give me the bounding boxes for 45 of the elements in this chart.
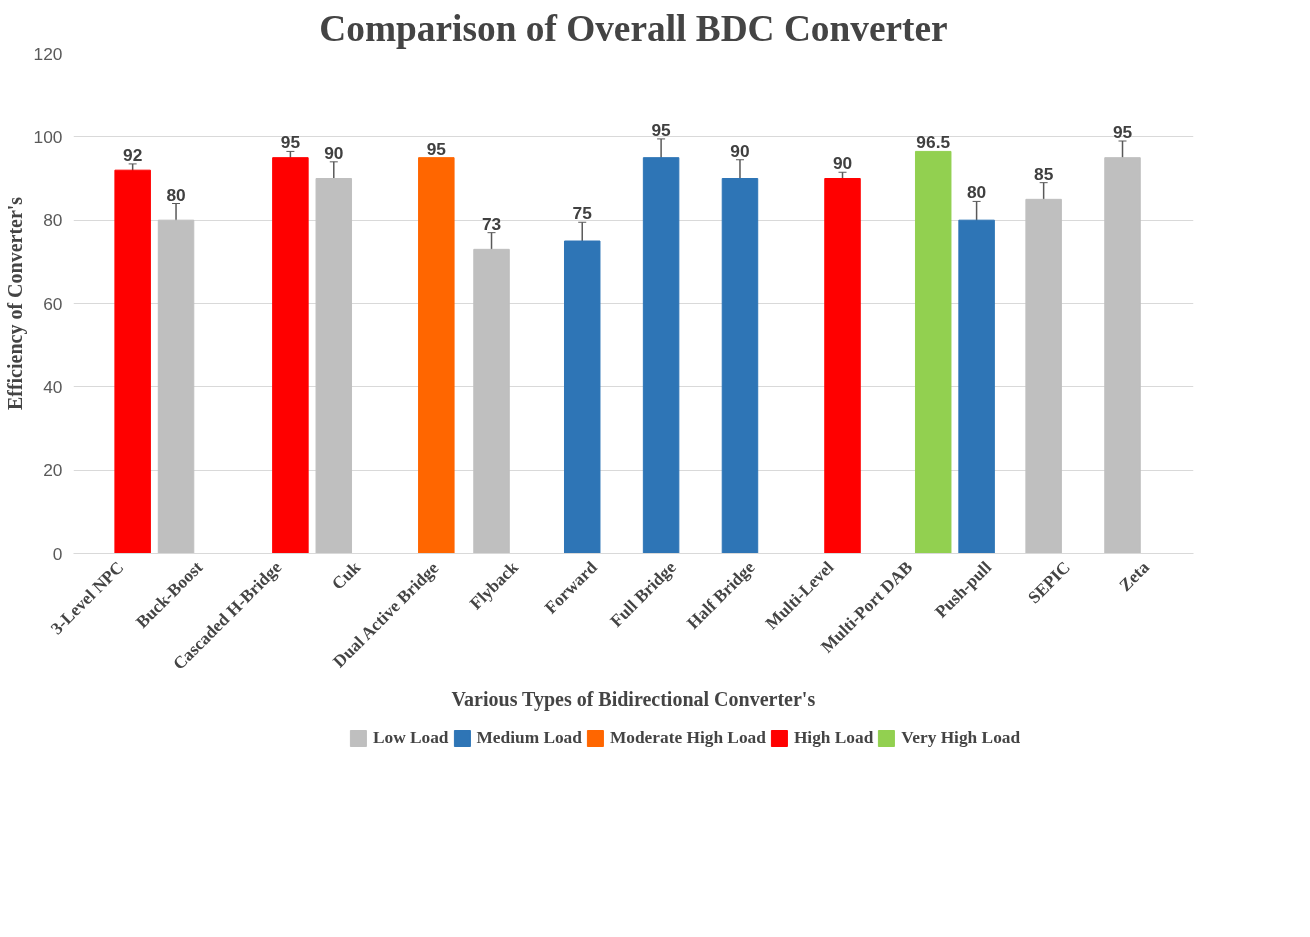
data-label: 85 [1034, 163, 1054, 184]
bar [721, 178, 759, 554]
bar [473, 248, 510, 554]
data-label: 90 [730, 140, 750, 161]
data-label: 80 [966, 182, 987, 203]
y-tick-label: 120 [33, 43, 63, 64]
legend-label: Moderate High Load [609, 728, 766, 748]
bar [824, 178, 861, 554]
x-tick-label: Zeta [1115, 557, 1154, 596]
bar [958, 219, 995, 554]
data-label: 75 [572, 203, 593, 224]
y-tick-label: 100 [33, 126, 63, 147]
y-tick-label: 80 [43, 210, 63, 231]
data-label: 90 [832, 153, 853, 174]
x-tick-label: Cuk [328, 557, 365, 594]
x-axis-title: Various Types of Bidirectional Converter's [451, 688, 816, 712]
y-axis-title: Efficiency of Converter's [3, 196, 27, 411]
data-label: 96.5 [916, 132, 951, 153]
bar [1025, 198, 1062, 554]
legend-label: High Load [793, 728, 874, 748]
bar [418, 157, 455, 554]
bar [914, 150, 952, 554]
y-tick-label: 0 [52, 543, 63, 564]
legend-label: Very High Load [901, 728, 1021, 748]
data-label: 95 [1112, 122, 1133, 142]
data-label: 73 [481, 213, 502, 234]
bar [315, 178, 353, 554]
bar [272, 157, 309, 554]
bar [563, 240, 601, 554]
legend-label: Medium Load [476, 728, 582, 748]
bar [157, 219, 195, 554]
bar [1104, 157, 1141, 554]
data-label: 80 [166, 184, 186, 205]
data-label: 95 [651, 119, 672, 140]
chart-title: Comparison of Overall BDC Converter [319, 7, 948, 49]
y-tick-label: 60 [43, 293, 63, 314]
data-label: 92 [123, 144, 143, 165]
bar [642, 157, 680, 554]
data-label: 95 [280, 132, 301, 153]
bar [114, 169, 151, 554]
legend-label: Low Load [372, 728, 449, 748]
data-label: 90 [324, 142, 344, 163]
y-tick-label: 20 [43, 460, 63, 481]
data-label: 95 [426, 138, 447, 159]
y-tick-label: 40 [43, 376, 63, 397]
